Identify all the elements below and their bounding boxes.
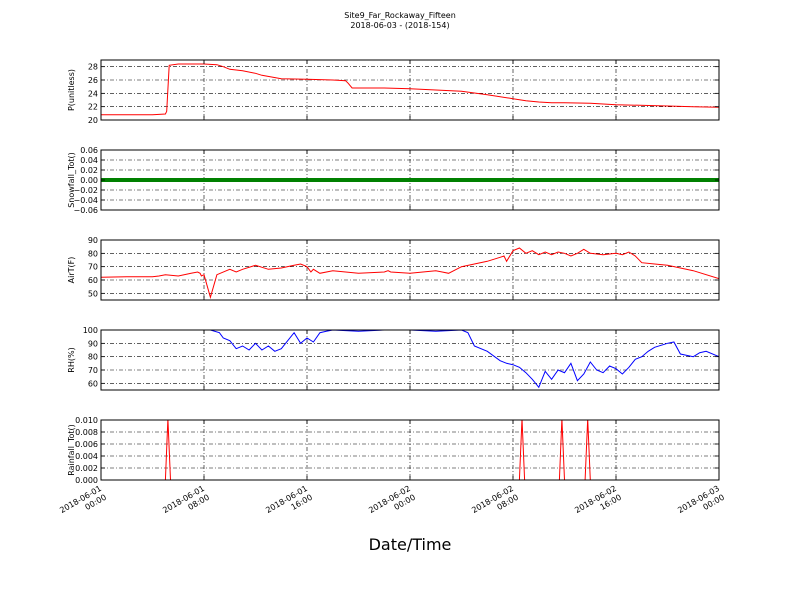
ytick-label: 80 (88, 353, 98, 362)
ytick-label: 28 (88, 63, 98, 72)
ytick-label: 0.006 (75, 440, 98, 449)
ytick-label: 90 (88, 236, 98, 245)
ytick-label: 100 (83, 326, 98, 335)
ytick-label: 0.002 (75, 464, 98, 473)
ytick-label: 70 (88, 263, 98, 272)
axis-ylabel: AirT(F) (67, 257, 76, 284)
axis-ylabel: P(unitless) (67, 69, 76, 111)
ytick-label: 70 (88, 366, 98, 375)
chart-title: Site9_Far_Rockaway_Fifteen (344, 11, 456, 20)
axis-xlabel: Date/Time (369, 535, 452, 554)
ytick-label: −0.02 (73, 186, 98, 195)
series-line-0 (101, 63, 719, 116)
ytick-label: 0.010 (75, 416, 98, 425)
ytick-label: 0.00 (80, 176, 98, 185)
series-line-2 (101, 247, 719, 300)
ytick-label: 26 (88, 76, 98, 85)
ytick-label: 22 (88, 103, 98, 112)
ytick-label: 0.02 (80, 166, 98, 175)
ytick-label: 0.06 (80, 146, 98, 155)
ytick-label: 80 (88, 249, 98, 258)
series-line-3 (210, 330, 719, 389)
ytick-label: −0.04 (73, 196, 98, 205)
axis-ylabel: Snowfall_Tot() (67, 152, 76, 208)
ytick-label: 0.004 (75, 452, 98, 461)
ytick-label: 90 (88, 339, 98, 348)
chart-subtitle: 2018-06-03 - (2018-154) (350, 21, 450, 30)
series-line-4 (101, 420, 719, 480)
ytick-label: 50 (88, 289, 98, 298)
ytick-label: 0.000 (75, 476, 98, 485)
ytick-label: 20 (88, 116, 98, 125)
ytick-label: 60 (88, 276, 98, 285)
ytick-label: 24 (88, 89, 98, 98)
ytick-label: 60 (88, 379, 98, 388)
axis-ylabel: Rainfall_Tot() (67, 424, 76, 476)
ytick-label: −0.06 (73, 206, 98, 215)
ytick-label: 0.04 (80, 156, 98, 165)
ytick-label: 0.008 (75, 428, 98, 437)
axis-ylabel: RH(%) (67, 347, 76, 372)
